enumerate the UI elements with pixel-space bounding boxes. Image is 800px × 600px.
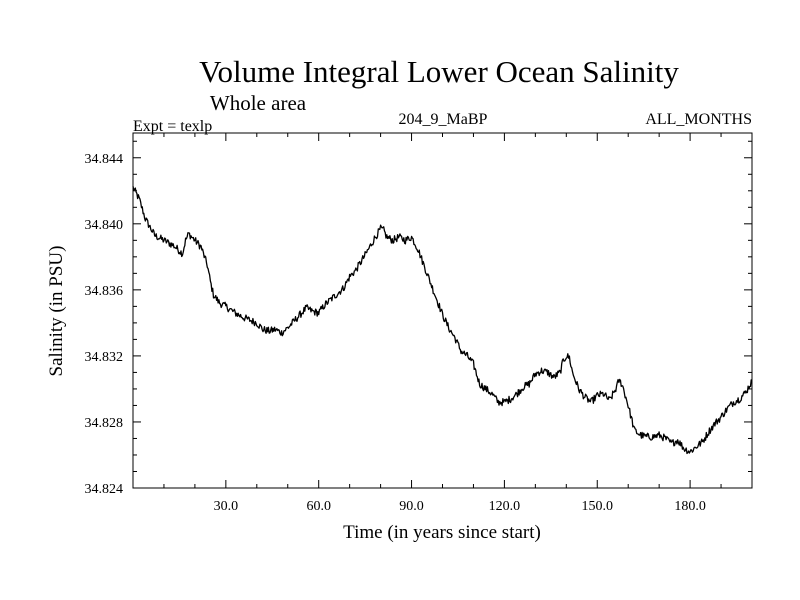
x-tick-label: 120.0 [489,499,521,514]
plot-area [132,186,753,455]
x-tick-label: 90.0 [399,499,424,514]
chart-subtitle: Whole area [210,91,307,115]
series-line [132,186,753,455]
y-axis-label: Salinity (in PSU) [46,246,67,377]
chart-title: Volume Integral Lower Ocean Salinity [199,54,679,89]
experiment-label: Expt = texlp [133,118,212,135]
x-tick-label: 150.0 [582,499,614,514]
plot-frame [132,132,753,489]
y-axis: 34.824 34.828 34.832 34.836 34.840 34.844 [85,140,752,497]
x-tick-label: 60.0 [306,499,331,514]
y-tick-label: 34.836 [85,284,124,299]
x-tick-label: 30.0 [214,499,239,514]
y-tick-label: 34.840 [85,218,124,233]
y-tick-label: 34.832 [85,350,124,365]
y-tick-label: 34.844 [85,152,124,167]
y-tick-label: 34.824 [85,482,124,497]
y-tick-label: 34.828 [85,416,124,431]
x-axis: 30.0 60.0 90.0 120.0 150.0 180.0 [163,133,722,514]
run-id-label: 204_9_MaBP [399,111,488,128]
months-label: ALL_MONTHS [645,111,752,128]
x-tick-label: 180.0 [674,499,706,514]
x-axis-label: Time (in years since start) [343,522,541,543]
